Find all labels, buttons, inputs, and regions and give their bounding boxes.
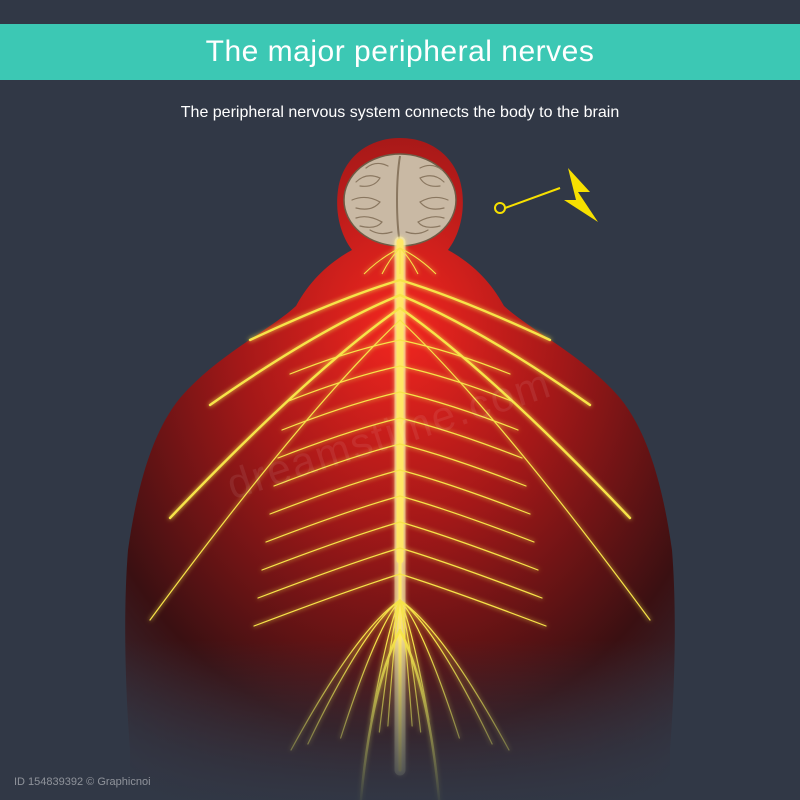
watermark-id: ID 154839392 © Graphicnoi xyxy=(14,776,151,788)
anatomy-svg xyxy=(120,130,680,800)
header-bar: The major peripheral nerves xyxy=(0,24,800,80)
header-title: The major peripheral nerves xyxy=(206,35,595,69)
infographic-stage: The major peripheral nerves The peripher… xyxy=(0,0,800,800)
anatomy-figure xyxy=(0,130,800,800)
subtitle-text: The peripheral nervous system connects t… xyxy=(0,104,800,122)
